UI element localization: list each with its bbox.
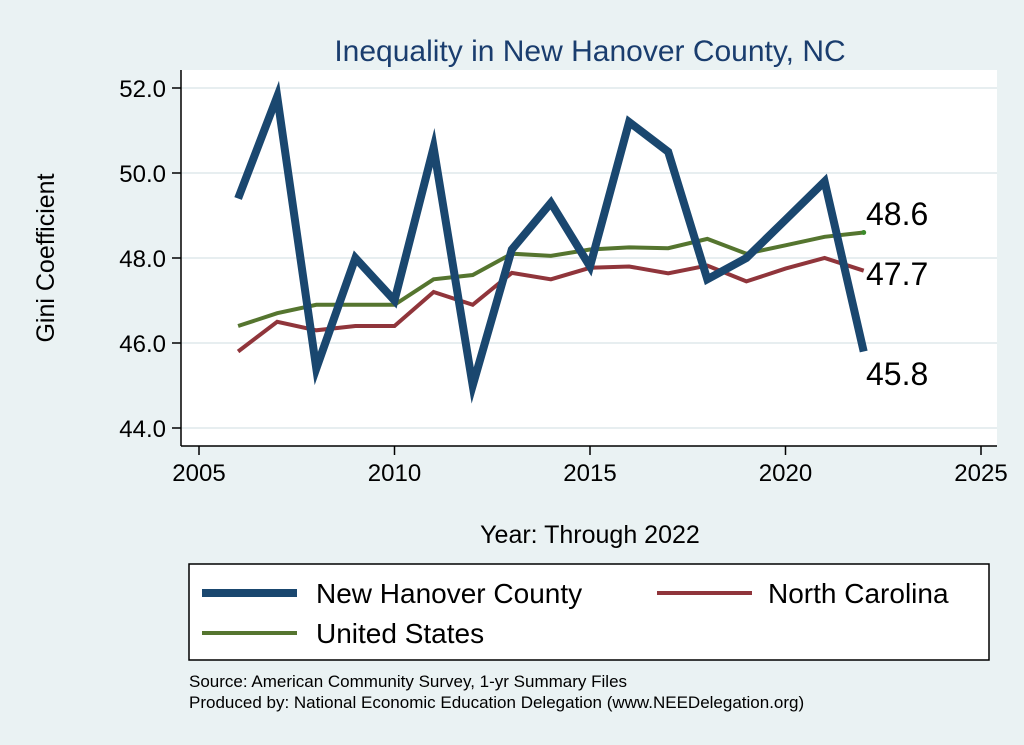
- y-tick-label: 50.0: [119, 161, 166, 188]
- x-axis-ticks: 2005 2010 2015 2020 2025: [172, 446, 1008, 487]
- end-label-new-hanover-county: 45.8: [866, 356, 928, 392]
- end-label-north-carolina: 47.7: [866, 256, 928, 292]
- x-tick-label: 2010: [368, 460, 421, 487]
- y-axis-ticks: 44.0 46.0 48.0 50.0 52.0: [119, 76, 181, 443]
- x-tick-label: 2025: [954, 460, 1007, 487]
- end-labels: 48.6 47.7 45.8: [866, 196, 928, 392]
- legend-new-hanover-county-label: New Hanover County: [316, 578, 582, 609]
- series-lines: [234, 80, 868, 404]
- chart-title: Inequality in New Hanover County, NC: [334, 35, 845, 68]
- y-tick-label: 44.0: [119, 416, 166, 443]
- source-line: Source: American Community Survey, 1-yr …: [189, 672, 627, 691]
- x-tick-label: 2005: [172, 460, 225, 487]
- y-tick-label: 46.0: [119, 331, 166, 358]
- legend-united-states-label: United States: [316, 618, 484, 649]
- series-north-carolina: [236, 255, 865, 354]
- produced-by-line: Produced by: National Economic Education…: [189, 693, 804, 712]
- legend-box: [188, 563, 990, 661]
- end-label-united-states: 48.6: [866, 196, 928, 232]
- us-end-point: [861, 230, 867, 235]
- y-axis-label: Gini Coefficient: [32, 173, 60, 342]
- y-tick-label: 52.0: [119, 76, 166, 103]
- x-tick-label: 2020: [759, 460, 812, 487]
- x-tick-label: 2015: [563, 460, 616, 487]
- legend: New Hanover County North Carolina United S…: [202, 578, 949, 649]
- y-tick-label: 48.0: [119, 246, 166, 273]
- series-new-hanover-county: [234, 80, 868, 404]
- legend-north-carolina-label: North Carolina: [768, 578, 949, 609]
- x-axis-label: Year: Through 2022: [480, 521, 700, 549]
